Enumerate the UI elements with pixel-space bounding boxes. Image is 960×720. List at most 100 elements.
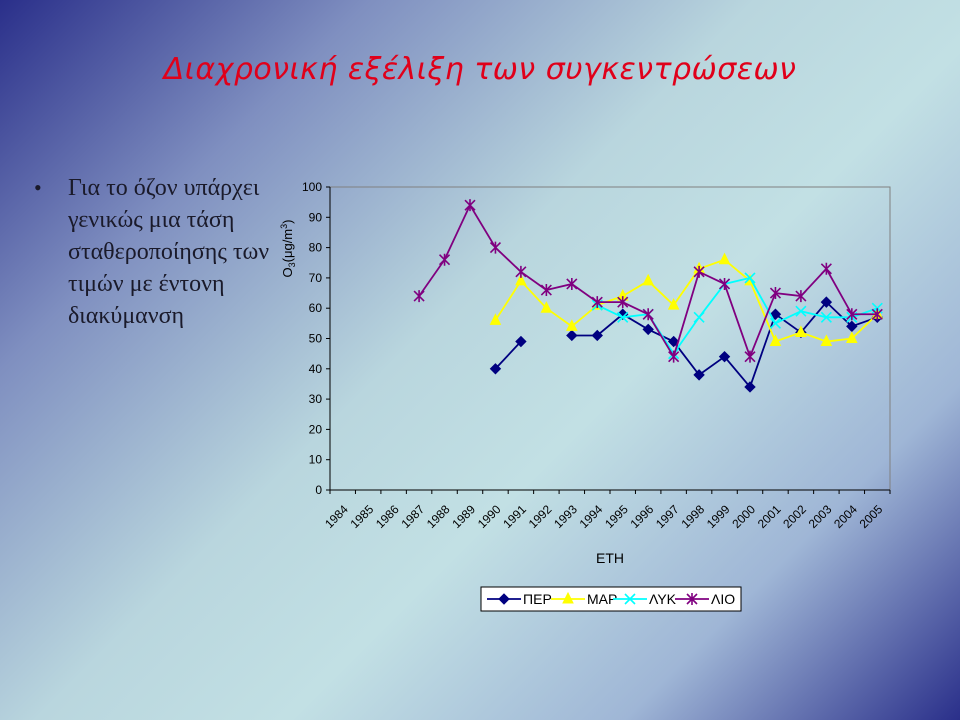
y-tick-label: 60 bbox=[309, 301, 323, 315]
data-point-diamond bbox=[718, 350, 731, 363]
data-point-diamond bbox=[489, 363, 502, 375]
data-point-star bbox=[769, 287, 782, 300]
x-tick-label: 2003 bbox=[806, 502, 835, 531]
y-tick-label: 20 bbox=[309, 422, 323, 436]
x-tick-label: 1991 bbox=[500, 502, 529, 531]
y-tick-label: 30 bbox=[309, 392, 323, 406]
data-point-diamond bbox=[566, 329, 578, 342]
data-point-x bbox=[744, 272, 756, 284]
x-tick-label: 1988 bbox=[424, 502, 453, 531]
data-point-star bbox=[642, 308, 654, 321]
data-point-diamond bbox=[769, 308, 782, 320]
data-point-diamond bbox=[642, 323, 654, 336]
x-tick-label: 1985 bbox=[348, 502, 377, 531]
x-tick-label: 1984 bbox=[322, 502, 351, 531]
data-point-star bbox=[871, 308, 883, 321]
data-point-triangle bbox=[566, 319, 578, 331]
x-tick-label: 1996 bbox=[628, 502, 657, 531]
x-tick-label: 2005 bbox=[857, 502, 886, 531]
data-point-star bbox=[718, 277, 731, 290]
bullet-text: Για το όζον υπάρχει γενικώς μια τάση στα… bbox=[68, 175, 270, 329]
data-point-triangle bbox=[540, 301, 553, 313]
data-point-x bbox=[693, 311, 705, 323]
y-tick-label: 0 bbox=[315, 483, 322, 497]
data-point-diamond bbox=[693, 369, 705, 381]
data-point-star bbox=[438, 253, 451, 266]
x-tick-label: 1997 bbox=[653, 502, 682, 531]
data-point-star bbox=[744, 350, 756, 363]
legend-label: ΛΙΟ bbox=[711, 591, 735, 607]
data-point-star bbox=[591, 296, 603, 309]
data-point-star bbox=[489, 241, 502, 254]
x-tick-label: 2000 bbox=[729, 502, 758, 531]
legend-label: ΛΥΚ bbox=[649, 591, 677, 607]
data-point-triangle bbox=[642, 273, 654, 286]
legend-label: ΜΑΡ bbox=[587, 591, 617, 607]
x-tick-label: 2001 bbox=[755, 502, 784, 531]
x-axis-title: ΕΤΗ bbox=[596, 550, 624, 566]
legend-label: ΠΕΡ bbox=[523, 591, 552, 607]
y-tick-label: 90 bbox=[309, 210, 323, 224]
series-line-triangle bbox=[494, 258, 878, 343]
x-tick-label: 1990 bbox=[475, 502, 504, 531]
data-point-triangle bbox=[795, 325, 807, 337]
x-tick-label: 2002 bbox=[780, 502, 809, 531]
slide-title: Διαχρονική εξέλιξη των συγκεντρώσεων bbox=[163, 52, 797, 87]
x-tick-label: 1995 bbox=[602, 502, 631, 531]
data-point-triangle bbox=[820, 334, 833, 347]
series-line-diamond bbox=[494, 340, 522, 370]
y-tick-label: 40 bbox=[309, 362, 323, 376]
y-tick-label: 70 bbox=[309, 271, 323, 285]
data-point-star bbox=[693, 265, 705, 278]
x-tick-label: 1998 bbox=[678, 502, 707, 531]
data-point-triangle bbox=[718, 252, 731, 265]
data-point-diamond bbox=[846, 320, 858, 333]
y-tick-label: 80 bbox=[309, 241, 323, 255]
y-axis-title: O3(μg/m3) bbox=[279, 220, 297, 278]
data-point-diamond bbox=[820, 296, 833, 308]
data-point-star bbox=[464, 199, 476, 212]
x-tick-label: 1994 bbox=[577, 502, 606, 531]
data-point-diamond bbox=[515, 335, 527, 348]
y-tick-label: 10 bbox=[309, 453, 323, 467]
x-tick-label: 1999 bbox=[704, 502, 733, 531]
legend-marker bbox=[686, 593, 698, 605]
bullet-dot-icon: • bbox=[34, 175, 42, 200]
data-point-star bbox=[617, 296, 629, 309]
y-tick-label: 100 bbox=[302, 180, 322, 194]
data-point-star bbox=[566, 277, 578, 290]
data-point-x bbox=[769, 317, 782, 329]
data-point-star bbox=[540, 284, 552, 297]
data-point-triangle bbox=[667, 298, 680, 310]
legend-marker bbox=[498, 593, 510, 605]
plot-area bbox=[329, 186, 891, 491]
x-tick-label: 1992 bbox=[526, 502, 555, 531]
data-point-star bbox=[668, 350, 680, 363]
y-tick-label: 50 bbox=[309, 332, 323, 346]
data-point-x bbox=[795, 305, 807, 317]
data-point-star bbox=[820, 262, 832, 275]
series-line-x bbox=[596, 276, 878, 356]
data-point-triangle bbox=[489, 313, 502, 325]
x-tick-label: 1989 bbox=[449, 502, 478, 531]
data-point-x bbox=[617, 311, 629, 323]
legend-marker bbox=[562, 591, 574, 604]
x-tick-label: 1987 bbox=[398, 502, 427, 531]
data-point-star bbox=[795, 290, 807, 303]
data-point-diamond bbox=[591, 329, 603, 342]
x-tick-label: 1993 bbox=[551, 502, 580, 531]
bullet-item: • Για το όζον υπάρχει γενικώς μια τάση σ… bbox=[34, 172, 270, 332]
data-point-triangle bbox=[769, 334, 782, 347]
data-point-triangle bbox=[846, 331, 858, 343]
data-point-star bbox=[846, 308, 858, 321]
data-point-star bbox=[515, 265, 527, 278]
x-tick-label: 2004 bbox=[831, 502, 860, 531]
data-point-diamond bbox=[667, 335, 680, 348]
legend-marker bbox=[624, 593, 636, 605]
data-point-star bbox=[413, 290, 425, 303]
data-point-diamond bbox=[744, 381, 756, 393]
data-point-x bbox=[820, 311, 832, 323]
data-point-triangle bbox=[515, 273, 527, 286]
x-tick-label: 1986 bbox=[373, 502, 402, 531]
